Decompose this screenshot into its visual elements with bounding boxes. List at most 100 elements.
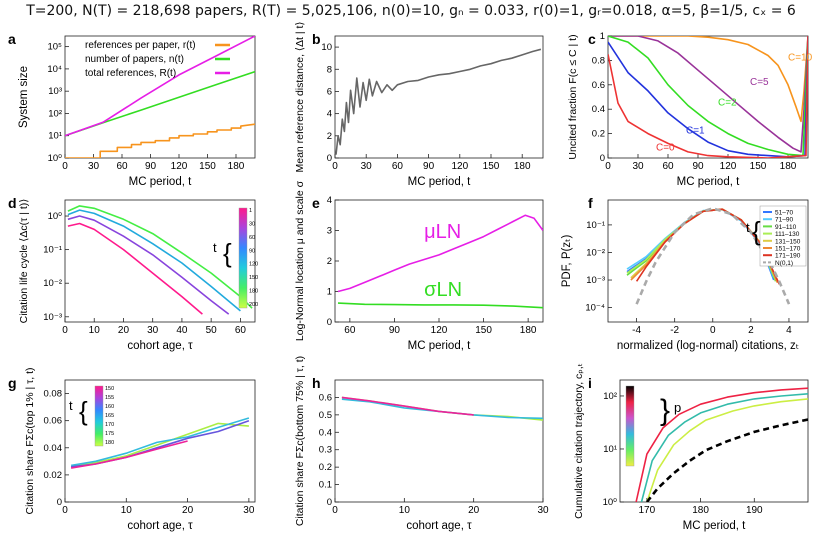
series-c-5 <box>608 36 808 153</box>
brace: } <box>660 394 670 427</box>
series-t-60 <box>67 215 230 315</box>
x-tick-label: 150 <box>199 161 216 172</box>
y-axis-label: Uncited fraction F(c ≤ C | t) <box>567 34 579 159</box>
colorbar-tick: 180 <box>249 289 258 295</box>
y-tick-label: 0.02 <box>44 470 63 481</box>
series-p-mid <box>640 393 808 502</box>
panel-i: 170 180 190 10⁰ 10¹ 10² MC period, t Cumulative… <box>573 363 809 532</box>
panel-label: b <box>312 31 321 47</box>
panel-label: i <box>588 375 592 391</box>
colorbar-tick: 90 <box>249 248 255 254</box>
curve-label: C=5 <box>750 77 769 88</box>
colorbar <box>94 385 104 447</box>
y-tick-label: 0 <box>57 497 62 508</box>
series-c-0 <box>608 36 808 158</box>
x-axis-label: MC period, t <box>683 520 746 532</box>
y-tick-label: 0.06 <box>44 416 63 427</box>
x-tick-label: 180 <box>692 505 709 516</box>
x-tick-label: 120 <box>171 161 188 172</box>
y-axis-label: Citation life cycle ⟨Δc(τ | t)⟩ <box>18 199 30 324</box>
y-tick-label: 0.4 <box>592 104 605 115</box>
y-tick-label: 10⁻⁴ <box>585 303 605 314</box>
y-tick-label: 10 <box>321 42 332 53</box>
y-tick-label: 10⁰ <box>603 497 618 508</box>
y-tick-label: 10⁻¹ <box>43 245 62 256</box>
legend-entry: 51–70 <box>775 210 793 217</box>
legend-entry: number of papers, n(t) <box>85 54 184 65</box>
y-tick-label: 10⁻³ <box>586 275 605 286</box>
x-tick-label: 60 <box>235 325 247 336</box>
curve-label: C=1 <box>686 126 705 137</box>
y-tick-label: 10⁵ <box>47 42 62 53</box>
plot-frame <box>334 379 544 503</box>
series-t-180 <box>341 396 474 416</box>
y-tick-label: 2 <box>327 131 332 142</box>
series-references-per-paper-r-t- <box>65 123 255 158</box>
colorbar-tick: 60 <box>249 235 255 241</box>
y-tick-label: 2 <box>327 256 332 267</box>
legend-entry: total references, R(t) <box>85 68 176 79</box>
series-total-references-r-t- <box>65 36 255 137</box>
plot-frame <box>334 35 544 159</box>
colorbar-tick: 150 <box>105 386 114 392</box>
x-tick-label: -4 <box>632 325 641 336</box>
x-tick-label: 180 <box>780 161 797 172</box>
legend-entry: N(0,1) <box>775 260 793 267</box>
mu-label: μLN <box>424 221 461 243</box>
legend-entry: 131–150 <box>775 238 801 245</box>
x-tick-label: 50 <box>206 325 218 336</box>
panel-d: 0 10 20 30 40 50 60 10⁻³ 10⁻² 10⁻¹ 10⁰ cohort age, … <box>8 195 258 352</box>
x-axis-label: MC period, t <box>129 176 192 188</box>
x-tick-label: 0 <box>710 325 716 336</box>
y-tick-label: 0.6 <box>319 392 332 403</box>
x-tick-label: 60 <box>392 161 404 172</box>
x-tick-label: 0 <box>332 505 338 516</box>
x-tick-label: 60 <box>116 161 128 172</box>
legend-entry: 91–110 <box>775 224 797 231</box>
x-tick-label: 20 <box>118 325 130 336</box>
x-tick-label: 0 <box>62 161 68 172</box>
x-tick-label: 120 <box>451 161 468 172</box>
y-tick-label: 0.4 <box>319 427 332 438</box>
panel-label: h <box>312 375 321 391</box>
series-t-180 <box>70 440 188 469</box>
brace: { <box>223 238 232 268</box>
panel-b: 0 30 60 90 120 150 180 0 2 4 6 8 10 MC period, t Mean … <box>294 21 544 188</box>
colorbar-tick: 170 <box>105 422 114 428</box>
y-tick-label: 10⁻² <box>586 247 605 258</box>
x-tick-label: 30 <box>361 161 373 172</box>
plot-frame <box>64 35 256 159</box>
x-tick-label: 150 <box>483 161 500 172</box>
colorbar-tick: 160 <box>105 404 114 410</box>
y-tick-label: 0 <box>327 497 332 508</box>
y-tick-label: 0.2 <box>592 129 605 140</box>
curve-label: C=2 <box>718 98 737 109</box>
panel-a: 0 30 60 90 120 150 180 10⁰ 10¹ 10² 10³ 10⁴ 10⁵ MC per… <box>8 31 256 188</box>
y-tick-label: 1 <box>600 31 605 42</box>
panel-label: c <box>588 31 596 47</box>
x-tick-label: 120 <box>720 161 737 172</box>
y-tick-label: 10² <box>48 108 62 119</box>
series-t-150 <box>70 422 249 468</box>
x-tick-label: 30 <box>88 161 100 172</box>
panel-c: 0 30 60 90 120 150 180 0 0.2 0.4 0.6 0.8 1 MC period,… <box>567 31 813 188</box>
colorbar-tick: 200 <box>249 302 258 308</box>
series-p-low <box>646 398 808 502</box>
x-tick-label: 30 <box>147 325 159 336</box>
series-p-top <box>635 387 808 502</box>
x-tick-label: 0 <box>62 325 68 336</box>
legend-entry: 171–190 <box>775 253 801 260</box>
y-tick-label: 0 <box>327 153 332 164</box>
panel-label: f <box>588 195 593 211</box>
y-tick-label: 0.5 <box>319 410 332 421</box>
colorbar-tick: 155 <box>105 395 114 401</box>
series--ln <box>337 302 543 309</box>
x-tick-label: 4 <box>786 325 792 336</box>
x-tick-label: 0 <box>332 161 338 172</box>
panel-label: g <box>8 375 17 391</box>
series-t-120 <box>67 209 241 312</box>
figure-title: T=200, N(T) = 218,698 papers, R(T) = 5,0… <box>26 3 796 19</box>
x-axis-label: MC period, t <box>408 176 471 188</box>
series--ln <box>337 214 543 293</box>
x-tick-label: 150 <box>750 161 767 172</box>
